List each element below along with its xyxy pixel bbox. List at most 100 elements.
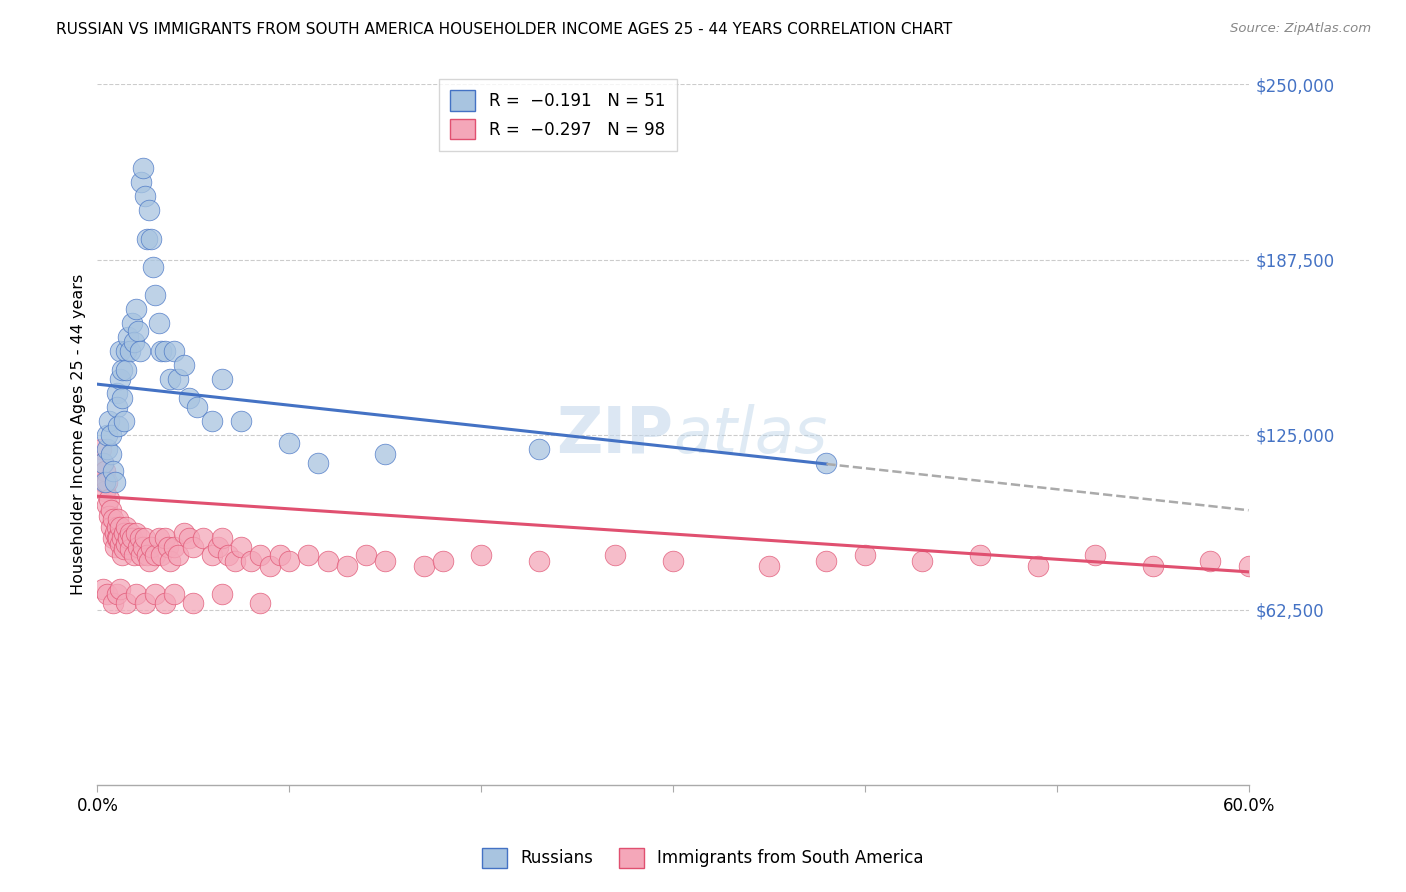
Point xyxy=(148,531,170,545)
Point xyxy=(105,385,128,400)
Point xyxy=(110,520,132,534)
Point xyxy=(105,587,128,601)
Text: RUSSIAN VS IMMIGRANTS FROM SOUTH AMERICA HOUSEHOLDER INCOME AGES 25 - 44 YEARS C: RUSSIAN VS IMMIGRANTS FROM SOUTH AMERICA… xyxy=(56,22,952,37)
Point xyxy=(122,548,145,562)
Point xyxy=(316,554,339,568)
Point xyxy=(97,414,120,428)
Point xyxy=(211,531,233,545)
Point xyxy=(132,161,155,176)
Point xyxy=(96,498,118,512)
Point xyxy=(90,442,112,456)
Point xyxy=(201,548,224,562)
Legend: Russians, Immigrants from South America: Russians, Immigrants from South America xyxy=(475,841,931,875)
Point xyxy=(163,587,186,601)
Text: atlas: atlas xyxy=(673,403,827,466)
Point xyxy=(104,540,127,554)
Point xyxy=(96,587,118,601)
Point xyxy=(853,548,876,562)
Point xyxy=(163,540,186,554)
Point xyxy=(115,520,138,534)
Point xyxy=(100,520,122,534)
Point xyxy=(125,525,148,540)
Point xyxy=(125,301,148,316)
Point xyxy=(97,508,120,523)
Point xyxy=(105,531,128,545)
Point xyxy=(138,554,160,568)
Point xyxy=(125,587,148,601)
Point xyxy=(143,548,166,562)
Point xyxy=(131,548,153,562)
Point xyxy=(131,176,153,190)
Point xyxy=(100,427,122,442)
Point xyxy=(179,391,201,405)
Point xyxy=(94,464,117,478)
Point xyxy=(91,456,114,470)
Point xyxy=(159,371,181,385)
Point xyxy=(110,343,132,358)
Point xyxy=(111,391,134,405)
Point xyxy=(118,542,141,557)
Point xyxy=(278,554,301,568)
Point xyxy=(118,525,141,540)
Point xyxy=(412,559,434,574)
Point xyxy=(91,582,114,596)
Point xyxy=(662,554,685,568)
Point xyxy=(136,548,159,562)
Point xyxy=(128,531,150,545)
Point xyxy=(163,343,186,358)
Point xyxy=(112,542,135,557)
Point xyxy=(149,548,172,562)
Point xyxy=(121,316,143,330)
Point xyxy=(354,548,377,562)
Point xyxy=(101,596,124,610)
Point xyxy=(249,596,271,610)
Point xyxy=(758,559,780,574)
Point xyxy=(101,464,124,478)
Point xyxy=(100,447,122,461)
Point xyxy=(231,414,253,428)
Point xyxy=(136,231,159,245)
Point xyxy=(186,400,208,414)
Point xyxy=(115,343,138,358)
Point xyxy=(527,442,550,456)
Point xyxy=(1142,559,1164,574)
Point xyxy=(211,587,233,601)
Point xyxy=(179,531,201,545)
Point xyxy=(127,324,149,338)
Point xyxy=(374,554,396,568)
Point xyxy=(157,540,180,554)
Point xyxy=(110,582,132,596)
Point xyxy=(167,371,190,385)
Point xyxy=(470,548,492,562)
Point xyxy=(104,475,127,490)
Point xyxy=(112,414,135,428)
Point xyxy=(117,329,139,343)
Point xyxy=(173,358,195,372)
Point xyxy=(249,548,271,562)
Point xyxy=(201,414,224,428)
Point xyxy=(111,363,134,377)
Point xyxy=(374,447,396,461)
Point xyxy=(239,554,262,568)
Point xyxy=(336,559,359,574)
Point xyxy=(153,596,176,610)
Point xyxy=(307,456,329,470)
Point xyxy=(128,343,150,358)
Point xyxy=(432,554,454,568)
Point xyxy=(134,189,156,203)
Point xyxy=(111,531,134,545)
Point xyxy=(1237,559,1260,574)
Point xyxy=(105,520,128,534)
Point xyxy=(111,548,134,562)
Point xyxy=(969,548,991,562)
Point xyxy=(1026,559,1049,574)
Point xyxy=(94,475,117,490)
Point xyxy=(112,525,135,540)
Point xyxy=(815,456,838,470)
Point xyxy=(115,537,138,551)
Point xyxy=(269,548,291,562)
Point xyxy=(121,531,143,545)
Point xyxy=(297,548,319,562)
Point xyxy=(107,419,129,434)
Point xyxy=(148,316,170,330)
